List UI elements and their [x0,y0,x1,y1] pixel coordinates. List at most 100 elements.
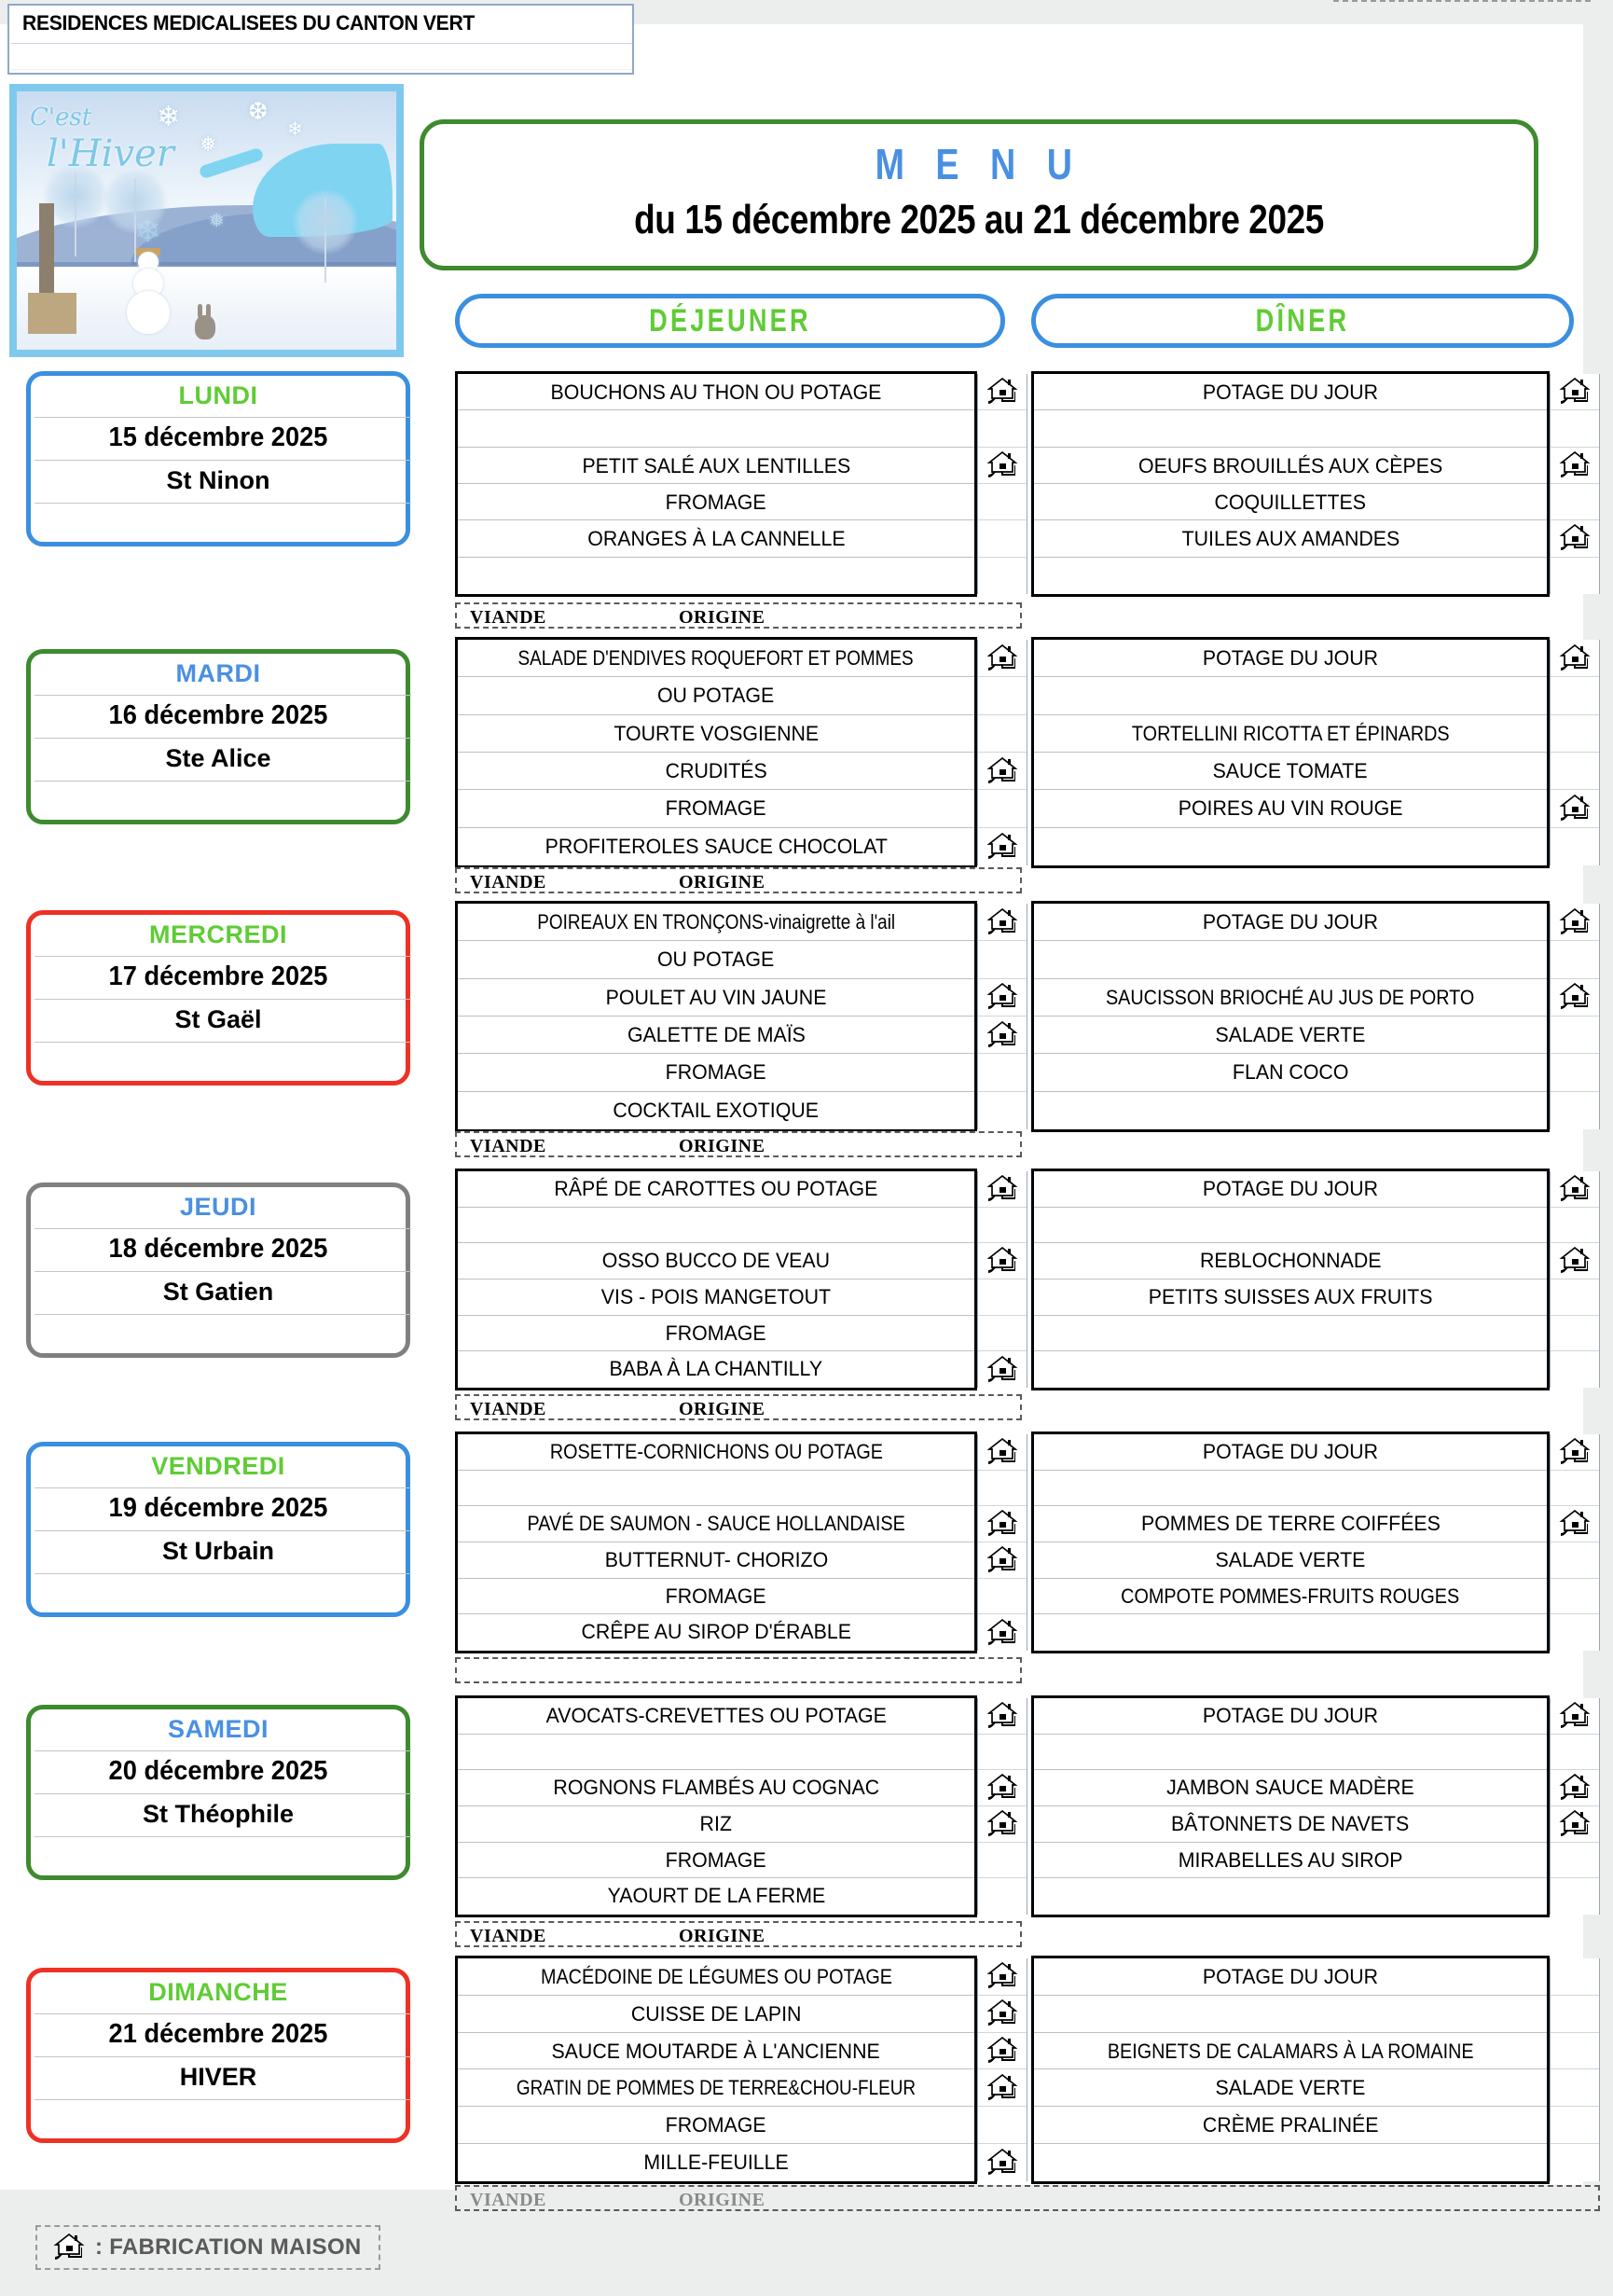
maison-icon-cell [1551,484,1599,521]
menu-row [1034,1092,1547,1129]
menu-item-label: SALADE VERTE [1215,1547,1366,1571]
menu-row: COCKTAIL EXOTIQUE [458,1092,974,1129]
house-icon [986,1999,1018,2026]
maison-icon-cell [978,904,1027,942]
maison-icon-cell [978,1471,1027,1507]
menu-item-label: POIRES AU VIN ROUGE [1178,796,1403,821]
maison-icon-cell [1551,1958,1599,1996]
day-card-mardi[interactable]: MARDI 16 décembre 2025 Ste Alice [26,649,411,824]
divider [34,2013,411,2014]
menu-row: VIS - POIS MANGETOUT [458,1279,974,1316]
menu-item-label: REBLOCHONNADE [1199,1249,1382,1273]
tab-diner[interactable]: DÎNER [1031,294,1574,348]
menu-row [1034,1878,1547,1915]
maison-icon-column-lunch [977,640,1027,865]
menu-item-label: PAVÉ DE SAUMON - SAUCE HOLLANDAISE [527,1512,905,1536]
day-card-vendredi[interactable]: VENDREDI 19 décembre 2025 St Urbain [26,1442,411,1617]
menu-row [1034,1996,1547,2033]
maison-icon-column-dinner [1550,1698,1600,1915]
menu-item-label: ROSETTE-CORNICHONS OU POTAGE [549,1440,883,1463]
menu-item-label: GALETTE DE MAÏS [627,1022,806,1046]
maison-icon-cell [1551,1996,1599,2033]
winter-caption-line1: C'est [30,104,92,131]
menu-item-label: POTAGE DU JOUR [1202,1965,1379,1988]
house-icon [1559,450,1591,477]
divider [34,1793,411,1794]
day-saint: St Ninon [166,466,270,494]
maison-icon-cell [1551,1208,1599,1244]
menu-item-label: SALADE VERTE [1215,1022,1366,1046]
maison-icon-column-dinner [1550,904,1600,1129]
maison-icon-cell [978,1958,1027,1996]
menu-row: MILLE-FEUILLE [458,2144,974,2181]
day-card-samedi[interactable]: SAMEDI 20 décembre 2025 St Théophile [26,1705,411,1880]
day-card-dimanche[interactable]: DIMANCHE 21 décembre 2025 HIVER [26,1968,411,2143]
maison-icon-cell [1551,640,1599,678]
menu-row: GRATIN DE POMMES DE TERRE&CHOU-FLEUR [458,2069,974,2108]
maison-icon-cell [1551,1506,1599,1542]
menu-row: JAMBON SAUCE MADÈRE [1034,1770,1547,1806]
menu-row: MIRABELLES AU SIROP [1034,1843,1547,1879]
menu-table-dinner-samedi: POTAGE DU JOUR JAMBON SAUCE MADÈRE BÂTONNE… [1031,1695,1550,1917]
day-name: SAMEDI [167,1715,269,1743]
maison-icon-column-lunch [977,904,1027,1129]
house-icon [986,907,1018,934]
menu-item-label: JAMBON SAUCE MADÈRE [1166,1776,1414,1800]
divider [34,503,411,504]
winter-image: ❄ ❅ ❆ ❄ ❅ ❄ C'est l'Hiver [17,91,396,350]
maison-icon-cell [978,1434,1027,1471]
menu-row: FROMAGE [458,484,974,521]
divider [34,738,411,739]
day-saint: St Urbain [161,1537,274,1565]
maison-icon-cell [978,1171,1027,1208]
maison-icon-cell [1551,828,1599,865]
origine-label: ORIGINE [679,1399,765,1419]
snowflake-icon: ❄ [287,119,303,140]
menu-table-lunch-samedi: AVOCATS-CREVETTES OU POTAGE ROGNONS FLAMB… [455,1695,977,1917]
menu-row: PETIT SALÉ AUX LENTILLES [458,448,974,484]
menu-row: ROGNONS FLAMBÉS AU COGNAC [458,1770,974,1806]
maison-icon-cell [978,1017,1027,1055]
viande-origine-strip: VIANDE ORIGINE [455,1921,1022,1947]
maison-icon-cell [1551,1878,1599,1915]
menu-row: POTAGE DU JOUR [1034,374,1547,411]
menu-row: POULET AU VIN JAUNE [458,979,974,1017]
tab-dejeuner[interactable]: DÉJEUNER [455,294,1005,348]
day-date: 16 décembre 2025 [108,700,328,730]
day-date: 18 décembre 2025 [108,1234,328,1264]
maison-icon-cell [978,1770,1027,1806]
menu-row: POTAGE DU JOUR [1034,1698,1547,1735]
maison-icon-cell [978,640,1027,678]
menu-item-label: PETITS SUISSES AUX FRUITS [1148,1284,1433,1308]
viande-label: VIANDE [470,607,546,628]
day-saint: HIVER [179,2063,257,2091]
origine-label: ORIGINE [679,1926,765,1946]
day-card-lundi[interactable]: LUNDI 15 décembre 2025 St Ninon [26,371,411,546]
menu-row: BÂTONNETS DE NAVETS [1034,1806,1547,1843]
frosted-tree [103,168,168,262]
menu-row: TOURTE VOSGIENNE [458,715,974,753]
maison-icon-cell [1551,1806,1599,1843]
day-card-jeudi[interactable]: JEUDI 18 décembre 2025 St Gatien [26,1183,411,1358]
menu-item-label: AVOCATS-CREVETTES OU POTAGE [545,1704,887,1727]
horizon-band [17,261,396,272]
house-icon [986,1510,1018,1537]
winter-caption: C'est l'Hiver [30,104,174,175]
menu-row: TORTELLINI RICOTTA ET ÉPINARDS [1034,715,1547,753]
menu-row: CRÊPE AU SIROP D'ÉRABLE [458,1614,974,1651]
menu-item-label: TOURTE VOSGIENNE [613,721,819,745]
day-card-mercredi[interactable]: MERCREDI 17 décembre 2025 St Gaël [26,910,411,1086]
day-name: MERCREDI [148,920,287,948]
maison-icon-cell [978,715,1027,753]
menu-item-label: MACÉDOINE DE LÉGUMES OU POTAGE [540,1965,892,1988]
house-icon [986,1545,1018,1572]
maison-icon-cell [978,374,1027,411]
menu-row [1034,1735,1547,1771]
viande-origine-strip: VIANDE ORIGINE [455,602,1022,629]
menu-item-label: POMMES DE TERRE COIFFÉES [1140,1512,1441,1536]
maison-icon-cell [1551,1614,1599,1651]
house-icon [986,2149,1018,2176]
snowflake-icon: ❆ [248,97,269,125]
menu-item-label: OU POTAGE [657,684,775,708]
menu-item-label: POTAGE DU JOUR [1202,1704,1379,1727]
